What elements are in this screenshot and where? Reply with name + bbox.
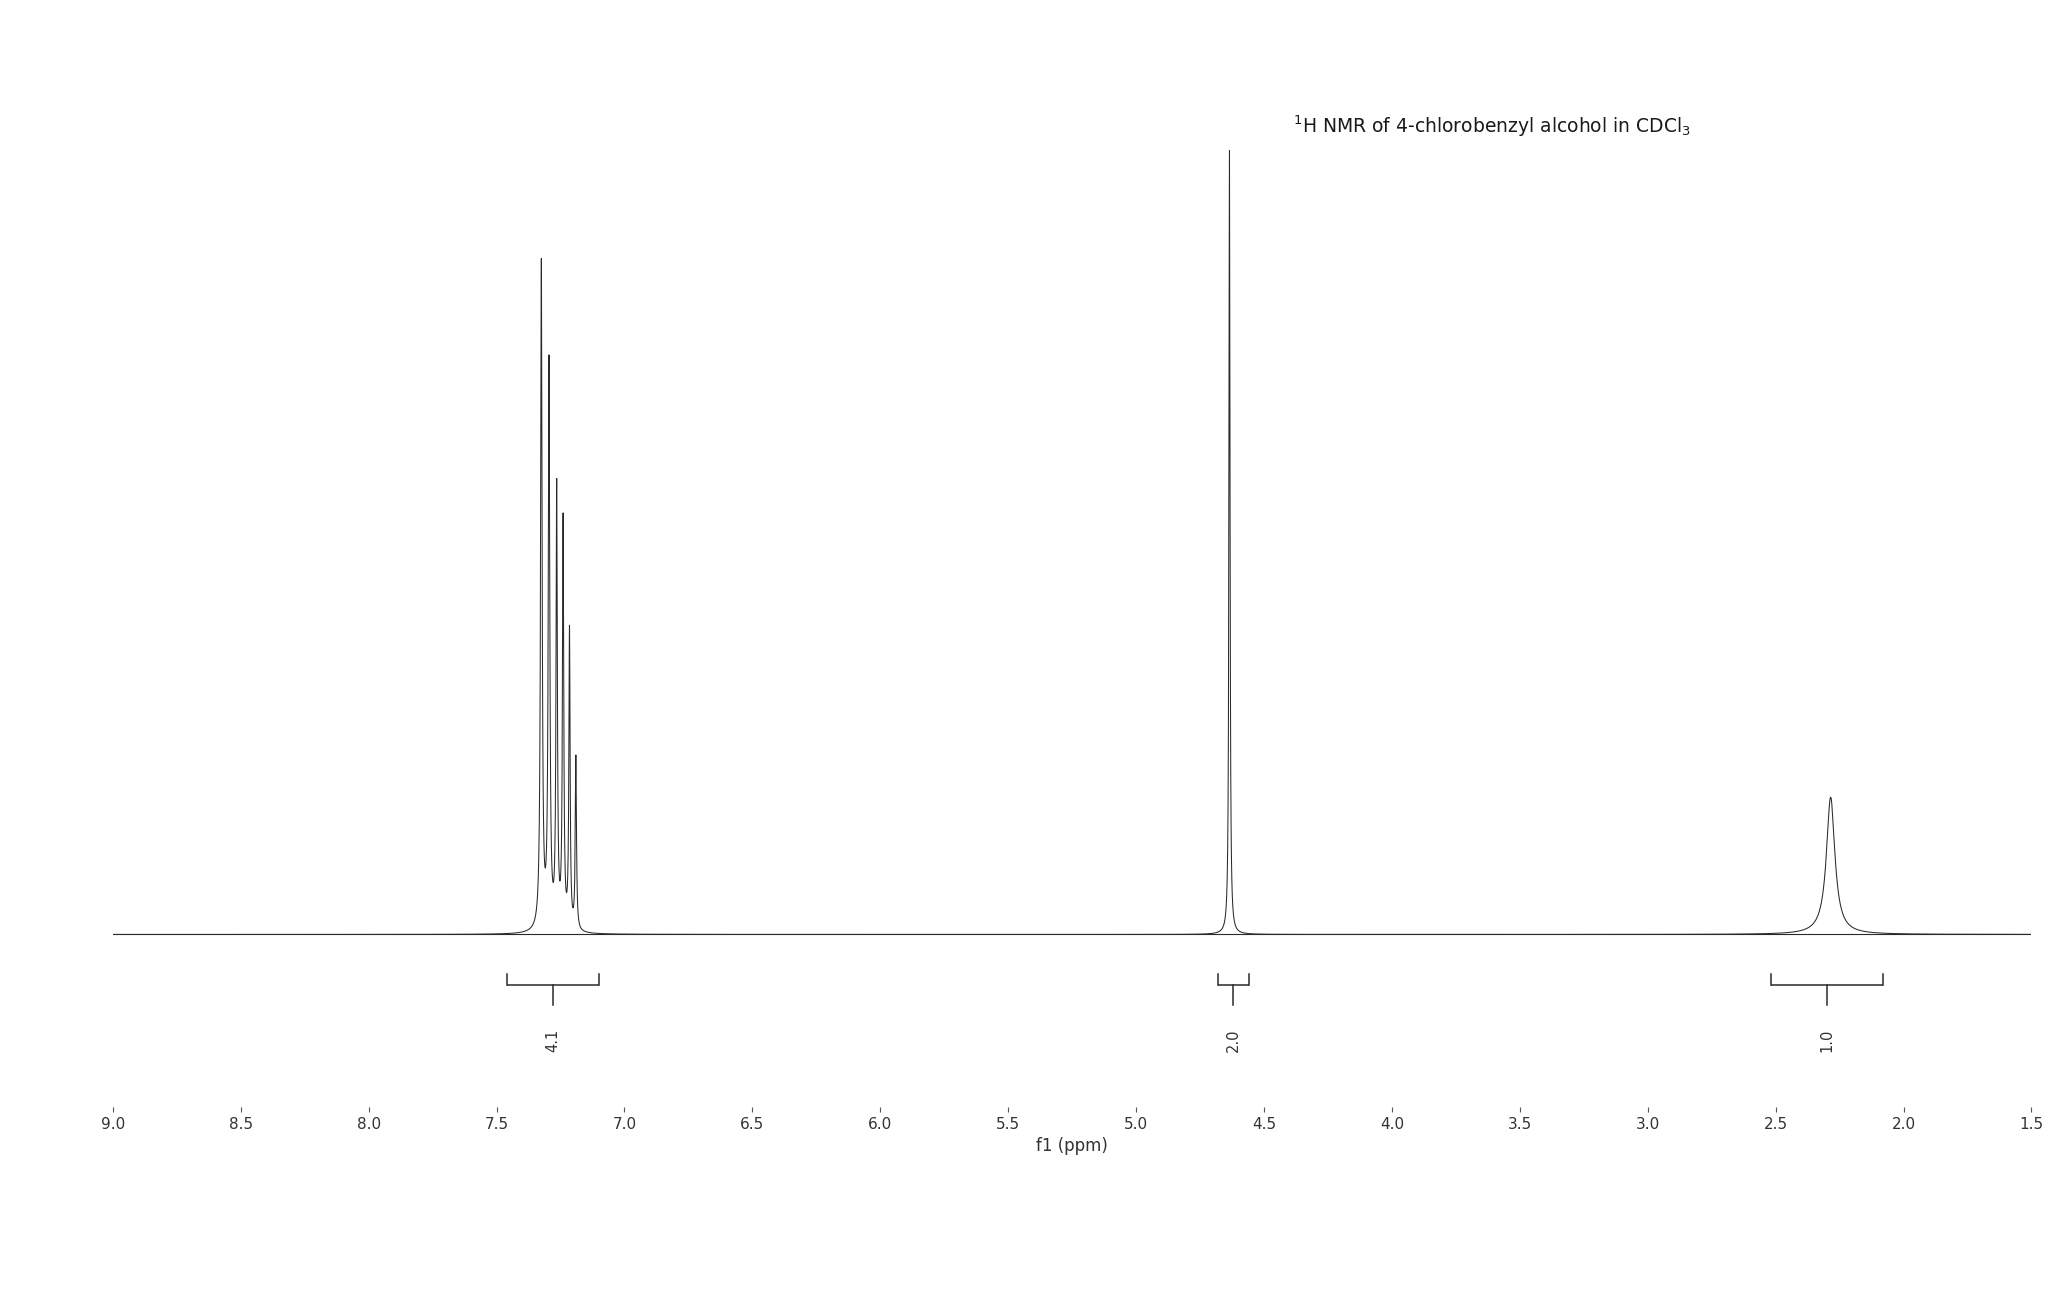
Text: $^{1}$H NMR of 4-chlorobenzyl alcohol in CDCl$_{3}$: $^{1}$H NMR of 4-chlorobenzyl alcohol in… (1293, 114, 1691, 139)
X-axis label: f1 (ppm): f1 (ppm) (1036, 1137, 1108, 1154)
Text: 2.0: 2.0 (1225, 1028, 1241, 1052)
Text: 1.0: 1.0 (1820, 1028, 1834, 1052)
Text: 4.1: 4.1 (546, 1028, 560, 1052)
